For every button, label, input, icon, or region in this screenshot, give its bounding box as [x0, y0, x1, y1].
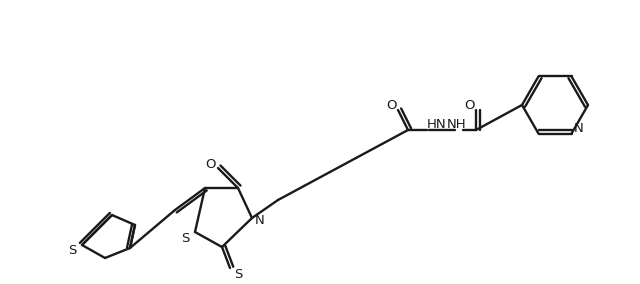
- Text: N: N: [573, 122, 584, 135]
- Text: N: N: [255, 214, 265, 227]
- Text: NH: NH: [447, 118, 467, 131]
- Text: S: S: [234, 268, 242, 281]
- Text: O: O: [205, 158, 215, 170]
- Text: O: O: [464, 99, 474, 112]
- Text: S: S: [68, 243, 76, 256]
- Text: HN: HN: [427, 118, 447, 131]
- Text: O: O: [386, 99, 396, 112]
- Text: S: S: [181, 233, 189, 245]
